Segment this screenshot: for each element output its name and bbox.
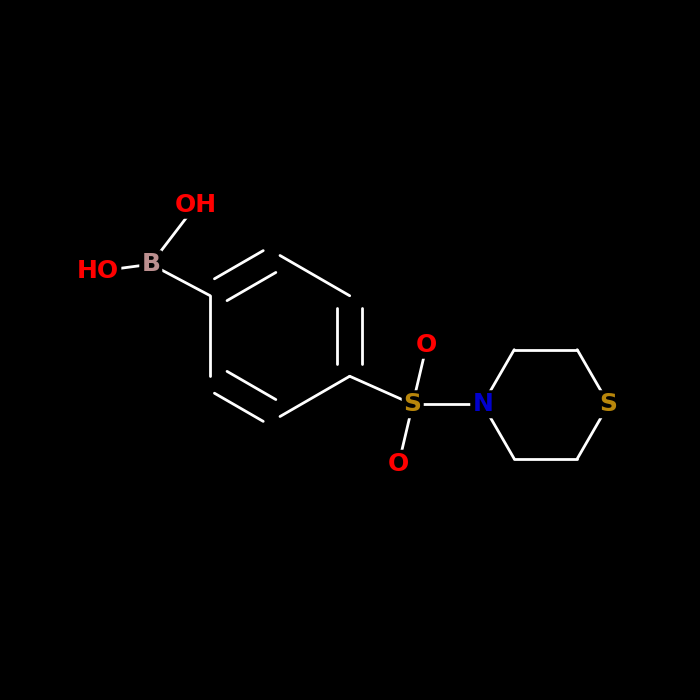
Text: O: O	[416, 332, 438, 357]
Text: S: S	[600, 392, 617, 416]
Text: OH: OH	[175, 193, 217, 217]
Text: S: S	[404, 392, 421, 416]
Text: HO: HO	[77, 259, 119, 284]
Text: O: O	[388, 452, 409, 476]
Text: N: N	[473, 392, 494, 416]
Text: B: B	[141, 252, 160, 276]
